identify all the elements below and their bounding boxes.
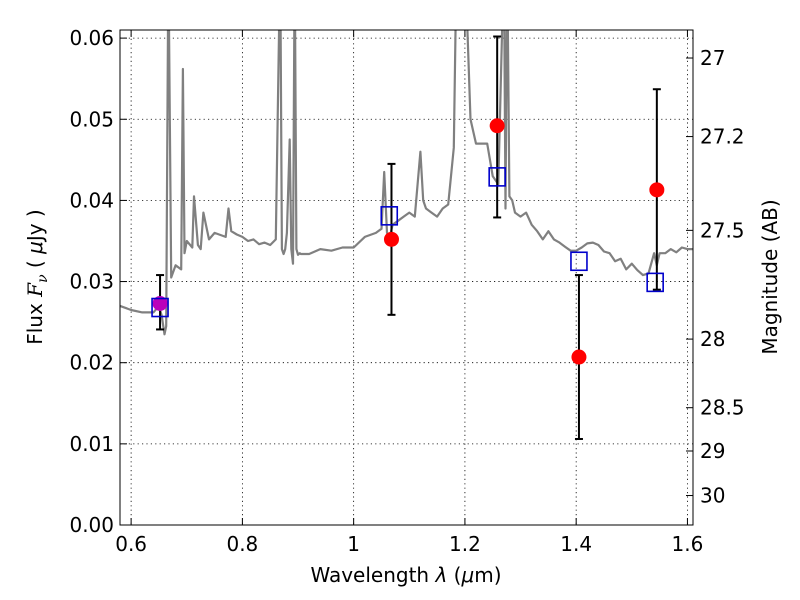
y-tick-label: 0.02 bbox=[69, 351, 114, 375]
x-tick-label: 1 bbox=[347, 532, 360, 556]
y-tick-label: 0.03 bbox=[69, 270, 114, 294]
right-tick-label: 28.5 bbox=[700, 396, 745, 420]
right-axis-label: Magnitude (AB) bbox=[758, 199, 782, 354]
right-tick-label: 27.2 bbox=[700, 125, 745, 149]
model-point bbox=[570, 251, 588, 272]
right-tick-label: 29 bbox=[700, 439, 725, 463]
y-tick-label: 0.05 bbox=[69, 107, 114, 131]
model-point bbox=[151, 297, 169, 318]
observed-point bbox=[649, 182, 665, 198]
x-axis-label: Wavelength λ (μm) bbox=[310, 563, 501, 587]
y-axis-label: Flux Fν ( μJy ) bbox=[23, 209, 51, 345]
model-points bbox=[151, 167, 664, 318]
axis-ticks bbox=[120, 30, 693, 526]
observed-point bbox=[383, 231, 399, 247]
model-point bbox=[646, 272, 664, 293]
observed-point bbox=[152, 295, 168, 311]
sed-spectrum-series bbox=[120, 30, 693, 336]
model-point bbox=[380, 206, 399, 226]
y-tick-label: 0.01 bbox=[69, 432, 114, 456]
grid bbox=[120, 30, 693, 525]
x-tick-label: 0.8 bbox=[226, 532, 258, 556]
model-point bbox=[488, 167, 506, 187]
y-tick-label: 0.04 bbox=[69, 188, 114, 212]
plot-frame bbox=[119, 29, 694, 526]
x-tick-label: 1.4 bbox=[560, 532, 592, 556]
x-tick-label: 1.2 bbox=[449, 532, 481, 556]
x-tick-label: 1.6 bbox=[672, 532, 704, 556]
error-bars bbox=[156, 35, 661, 440]
y-tick-label: 0.00 bbox=[69, 513, 114, 537]
observed-points bbox=[152, 118, 665, 365]
x-tick-label: 0.6 bbox=[115, 532, 147, 556]
right-tick-label: 28 bbox=[700, 327, 725, 351]
observed-point bbox=[571, 349, 587, 365]
right-tick-label: 30 bbox=[700, 484, 725, 508]
tick-labels: 0.6 0.8 1 1.2 1.4 1.6 0.00 0.01 0.02 0.03 0.04 0.05… bbox=[69, 26, 744, 556]
observed-point bbox=[489, 118, 505, 134]
right-tick-label: 27 bbox=[700, 46, 725, 70]
sed-spectrum-line bbox=[120, 30, 693, 336]
y-tick-label: 0.06 bbox=[69, 26, 114, 50]
right-tick-label: 27.5 bbox=[700, 218, 745, 242]
